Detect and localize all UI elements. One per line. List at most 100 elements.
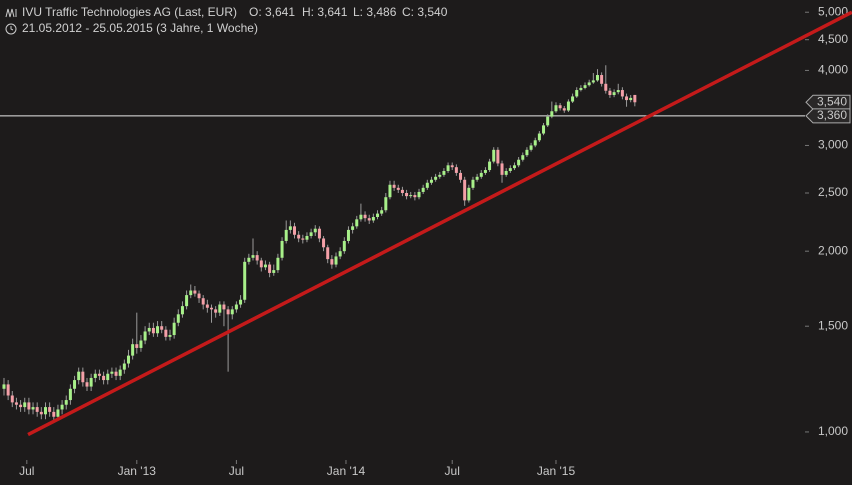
candle-body bbox=[392, 184, 396, 188]
candle-body bbox=[110, 371, 114, 374]
candle-body bbox=[633, 94, 637, 103]
candle-body bbox=[64, 400, 68, 405]
candle-body bbox=[164, 329, 168, 337]
candle-body bbox=[550, 111, 554, 117]
candle-body bbox=[118, 369, 122, 376]
y-tick-label: 2,000 bbox=[818, 243, 848, 257]
candle-body bbox=[413, 195, 417, 198]
x-tick-label: Jul bbox=[229, 464, 244, 478]
candle-body bbox=[421, 187, 425, 192]
candle-body bbox=[313, 228, 317, 233]
candle-body bbox=[131, 344, 135, 356]
candle-body bbox=[288, 226, 292, 230]
x-tick-label: Jul bbox=[19, 464, 34, 478]
candle-body bbox=[608, 90, 612, 96]
x-tick-label: Jan '15 bbox=[537, 464, 576, 478]
candle-body bbox=[517, 159, 521, 166]
candle-body bbox=[625, 96, 629, 101]
candle-body bbox=[222, 304, 226, 310]
candle-body bbox=[492, 149, 496, 162]
candle-body bbox=[508, 168, 512, 171]
candle-body bbox=[106, 373, 110, 381]
candle-body bbox=[566, 101, 570, 111]
x-tick-label: Jan '13 bbox=[118, 464, 157, 478]
candle-body bbox=[587, 82, 591, 86]
clock-hands bbox=[10, 26, 14, 31]
candle-body bbox=[496, 149, 500, 164]
clock-icon bbox=[5, 23, 17, 35]
hline-price-label: 3,360 bbox=[817, 108, 847, 122]
candle-body bbox=[500, 163, 504, 175]
candle-body bbox=[600, 75, 604, 84]
candle-body bbox=[73, 380, 77, 389]
candle-body bbox=[226, 309, 230, 315]
candle-body bbox=[31, 407, 35, 410]
candle-body bbox=[201, 298, 205, 305]
candle-body bbox=[359, 214, 363, 220]
candle-body bbox=[205, 304, 209, 308]
candle-body bbox=[10, 395, 14, 403]
candle-body bbox=[475, 176, 479, 180]
candle-body bbox=[595, 75, 599, 81]
candle-body bbox=[234, 304, 238, 310]
candle-body bbox=[438, 174, 442, 177]
candle-body bbox=[305, 235, 309, 240]
candle-body bbox=[139, 340, 143, 348]
candle-body bbox=[529, 145, 533, 150]
candle-body bbox=[591, 80, 595, 83]
candle-body bbox=[571, 96, 575, 102]
ohlc-close: C: 3,540 bbox=[402, 5, 448, 19]
candle-body bbox=[230, 309, 234, 315]
candle-body bbox=[488, 161, 492, 171]
candle-body bbox=[504, 170, 508, 175]
candle-body bbox=[160, 326, 164, 330]
candle-body bbox=[60, 404, 64, 410]
y-tick-label: 1,500 bbox=[818, 318, 848, 332]
candle-body bbox=[293, 226, 297, 235]
candle-body bbox=[185, 295, 189, 307]
candle-body bbox=[97, 373, 101, 376]
candle-body bbox=[272, 270, 276, 273]
candle-body bbox=[537, 133, 541, 141]
candle-body bbox=[604, 83, 608, 91]
candle-body bbox=[542, 125, 546, 134]
candle-body bbox=[326, 247, 330, 260]
candle-body bbox=[429, 179, 433, 183]
candle-body bbox=[114, 371, 118, 376]
candle-body bbox=[434, 176, 438, 180]
candle-body bbox=[172, 322, 176, 336]
candle-body bbox=[463, 179, 467, 201]
candle-body bbox=[89, 377, 93, 387]
candle-body bbox=[400, 189, 404, 193]
candle-body bbox=[6, 384, 10, 396]
candle-body bbox=[459, 172, 463, 180]
candle-body bbox=[583, 85, 587, 88]
candle-body bbox=[14, 402, 18, 405]
last-price-box bbox=[805, 94, 851, 110]
candle-body bbox=[301, 238, 305, 240]
x-tick-label: Jul bbox=[445, 464, 460, 478]
candle-body bbox=[317, 228, 321, 239]
candle-body bbox=[27, 402, 31, 410]
candle-body bbox=[483, 170, 487, 173]
candle-body bbox=[554, 105, 558, 112]
candle-body bbox=[334, 256, 338, 265]
candle-body bbox=[546, 116, 550, 126]
candle-body bbox=[330, 259, 334, 265]
candle-body bbox=[405, 192, 409, 197]
candle-body bbox=[214, 309, 218, 313]
candle-body bbox=[376, 213, 380, 218]
candle-body bbox=[239, 299, 243, 305]
candle-body bbox=[629, 97, 633, 101]
candle-body bbox=[512, 165, 516, 169]
candle-body bbox=[616, 90, 620, 93]
chart-icon bbox=[5, 8, 17, 18]
candle-body bbox=[363, 214, 367, 219]
candle-body bbox=[259, 260, 263, 268]
candle-body bbox=[193, 290, 197, 294]
trend-line bbox=[27, 10, 852, 437]
ohlc-open: O: 3,641 bbox=[249, 5, 295, 19]
candle-body bbox=[396, 187, 400, 190]
candle-body bbox=[425, 182, 429, 188]
